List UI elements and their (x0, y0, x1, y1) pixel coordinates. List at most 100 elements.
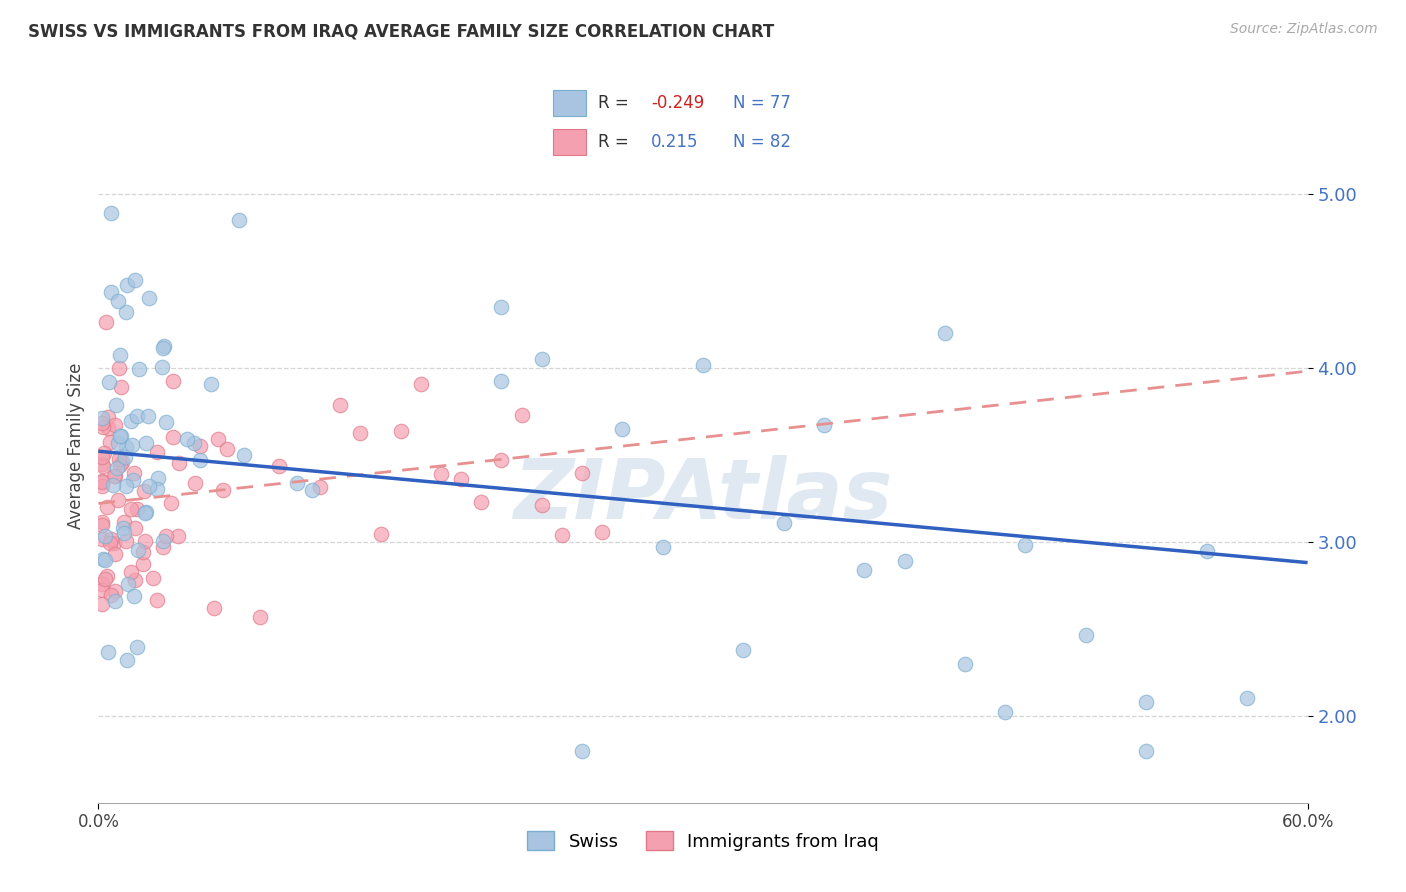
Point (153, 339, 176, 353)
Point (121, 438, 143, 452)
Point (94, 315, 117, 329)
Point (120, 501, 142, 516)
Point (100, 285, 122, 299)
Point (132, 557, 155, 571)
Point (491, 300, 513, 314)
Point (135, 436, 157, 450)
Point (104, 548, 127, 562)
Point (138, 291, 160, 305)
Point (125, 409, 148, 423)
Point (125, 640, 148, 655)
Point (893, 554, 915, 568)
Point (115, 653, 138, 667)
Point (103, 469, 125, 483)
FancyBboxPatch shape (553, 129, 586, 155)
Point (93, 529, 115, 543)
Point (115, 277, 138, 292)
Text: N = 82: N = 82 (733, 133, 790, 151)
Point (132, 545, 155, 559)
Point (91, 532, 114, 546)
Point (184, 476, 207, 491)
Point (91, 416, 114, 430)
Point (152, 533, 174, 548)
Point (211, 483, 233, 498)
Point (1014, 538, 1036, 552)
Point (100, 588, 122, 602)
Point (551, 527, 574, 541)
Point (127, 542, 149, 557)
Point (162, 374, 184, 388)
Text: 0.215: 0.215 (651, 133, 699, 151)
Point (200, 377, 222, 392)
Point (190, 439, 212, 453)
Point (813, 418, 835, 433)
Point (104, 583, 127, 598)
Point (91, 516, 114, 530)
Text: ZIPAtlas: ZIPAtlas (513, 456, 893, 536)
Point (491, 374, 513, 388)
Point (349, 426, 371, 441)
Text: -0.249: -0.249 (651, 94, 704, 112)
Point (249, 610, 271, 624)
Point (104, 469, 127, 483)
Point (692, 358, 714, 372)
Text: R =: R = (598, 94, 634, 112)
Point (91, 552, 114, 566)
Point (120, 414, 142, 428)
Point (145, 445, 167, 459)
Point (100, 536, 122, 550)
Point (114, 450, 136, 464)
Point (136, 409, 159, 424)
Point (97, 421, 120, 435)
Point (155, 529, 177, 543)
Point (104, 593, 127, 607)
Point (94, 572, 117, 586)
Point (91, 597, 114, 611)
Point (510, 409, 533, 423)
Point (152, 342, 174, 356)
Point (132, 484, 155, 499)
Point (470, 495, 492, 509)
Point (202, 601, 225, 615)
Point (142, 571, 165, 585)
Point (772, 516, 794, 530)
Point (91, 457, 114, 471)
Point (1236, 691, 1258, 706)
Point (450, 472, 472, 486)
Point (301, 483, 323, 498)
Point (183, 436, 205, 450)
Point (228, 212, 250, 227)
Point (115, 534, 138, 549)
Point (103, 536, 125, 550)
Point (117, 577, 139, 591)
Point (93, 446, 115, 460)
Point (112, 525, 135, 540)
Point (232, 449, 254, 463)
Point (491, 453, 513, 467)
Point (591, 525, 613, 540)
Point (91, 576, 114, 591)
Point (115, 304, 138, 318)
Point (267, 459, 290, 474)
Point (107, 492, 129, 507)
Point (167, 456, 190, 470)
Point (370, 526, 392, 541)
Point (115, 478, 138, 492)
Point (651, 540, 673, 554)
Point (108, 348, 131, 362)
Point (91, 474, 114, 488)
Point (134, 506, 156, 520)
Point (1135, 695, 1157, 709)
Point (91, 479, 114, 493)
Point (1135, 743, 1157, 757)
Point (120, 565, 142, 579)
Point (107, 293, 129, 308)
Legend: Swiss, Immigrants from Iraq: Swiss, Immigrants from Iraq (520, 824, 886, 858)
Point (112, 515, 135, 529)
Y-axis label: Average Family Size: Average Family Size (66, 363, 84, 529)
Point (124, 573, 146, 587)
Point (122, 466, 145, 480)
Point (100, 205, 122, 219)
Text: SWISS VS IMMIGRANTS FROM IRAQ AVERAGE FAMILY SIZE CORRELATION CHART: SWISS VS IMMIGRANTS FROM IRAQ AVERAGE FA… (28, 22, 775, 40)
Point (155, 415, 177, 429)
